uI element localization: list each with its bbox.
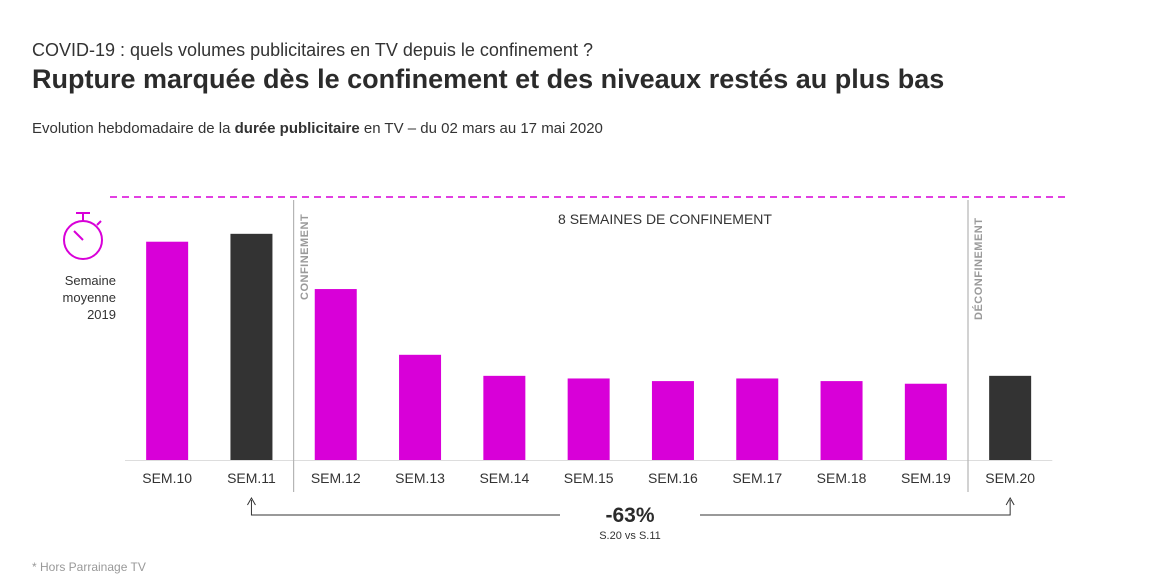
chart-kicker: COVID-19 : quels volumes publicitaires e…	[32, 40, 593, 60]
legend-line-1: Semaine	[64, 273, 116, 288]
x-tick-label: SEM.19	[901, 470, 951, 486]
confinement-label: CONFINEMENT	[299, 213, 311, 300]
x-tick-label: SEM.18	[817, 470, 867, 486]
legend-line-3: 2019	[87, 307, 116, 322]
bar-sem10	[146, 241, 189, 460]
subtitle-text-end: en TV – du 02 mars au 17 mai 2020	[359, 120, 603, 137]
chart-title: Rupture marquée dès le confinement et de…	[32, 64, 945, 94]
x-tick-label: SEM.12	[311, 470, 361, 486]
x-tick-label: SEM.14	[479, 470, 529, 486]
bar-sem15	[567, 378, 610, 460]
bar-sem16	[651, 381, 694, 460]
bar-sem17	[736, 378, 779, 460]
x-tick-label: SEM.17	[732, 470, 782, 486]
bar-sem18	[820, 381, 863, 460]
change-note: S.20 vs S.11	[599, 530, 661, 542]
arrow-head-left	[247, 496, 256, 506]
bar-sem12	[314, 289, 357, 460]
subtitle-text-bold: durée publicitaire	[234, 120, 360, 137]
x-tick-label: SEM.10	[142, 470, 192, 486]
subtitle-text-start: Evolution hebdomadaire de la	[32, 120, 235, 137]
legend-reference: Semaine moyenne 2019	[36, 272, 116, 323]
footnote: * Hors Parrainage TV	[32, 560, 146, 574]
bar-sem11	[230, 233, 273, 460]
bar-sem19	[904, 383, 947, 460]
stopwatch-icon	[63, 212, 103, 260]
x-tick-label: SEM.16	[648, 470, 698, 486]
change-percentage: -63%	[560, 504, 700, 528]
confinement-period-label: 8 SEMAINES DE CONFINEMENT	[558, 211, 772, 227]
x-tick-label: SEM.13	[395, 470, 445, 486]
bar-sem20	[989, 375, 1032, 460]
deconfinement-label: DÉCONFINEMENT	[973, 217, 985, 320]
bar-sem14	[483, 375, 526, 460]
legend-line-2: moyenne	[62, 290, 116, 305]
x-tick-label: SEM.11	[227, 470, 276, 486]
arrow-head-right	[1005, 496, 1015, 506]
bar-sem13	[399, 354, 442, 460]
x-tick-label: SEM.15	[564, 470, 614, 486]
chart-subtitle: Evolution hebdomadaire de la durée publi…	[32, 120, 603, 137]
x-tick-label: SEM.20	[985, 470, 1035, 486]
